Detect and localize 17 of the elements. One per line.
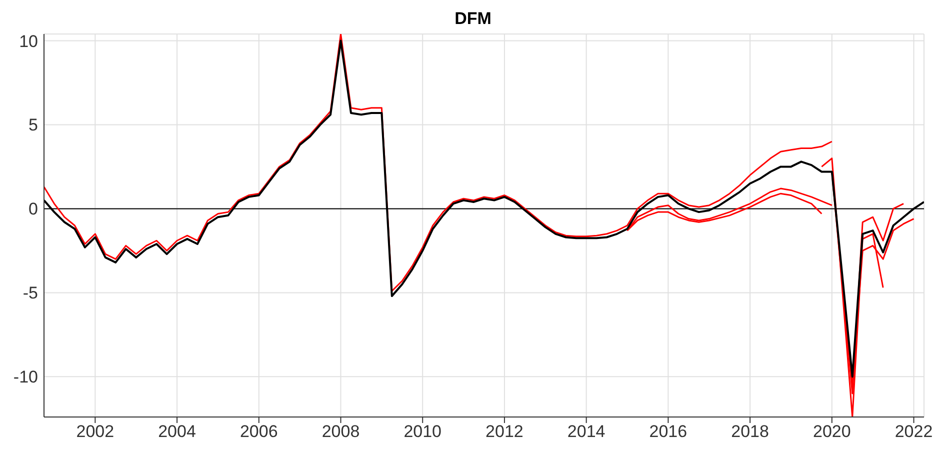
y-tick-label: -10 <box>13 368 38 387</box>
x-tick-label: 2006 <box>240 422 278 442</box>
x-tick-label: 2010 <box>404 422 442 442</box>
x-tick-label: 2016 <box>649 422 688 442</box>
x-tick-label: 2022 <box>894 422 933 442</box>
x-tick-label: 2020 <box>812 422 851 442</box>
x-tick-label: 2002 <box>76 422 114 442</box>
x-tick-label: 2004 <box>158 422 196 442</box>
x-tick-label: 2008 <box>322 422 360 442</box>
y-tick-label: 10 <box>19 32 38 51</box>
y-tick-label: -5 <box>22 284 38 303</box>
x-tick-label: 2014 <box>567 422 606 442</box>
chart-title: DFM <box>454 8 492 30</box>
y-tick-label: 0 <box>28 200 38 219</box>
y-tick-label: 5 <box>28 116 38 135</box>
x-tick-label: 2018 <box>731 422 769 442</box>
x-tick-label: 2012 <box>486 422 524 442</box>
